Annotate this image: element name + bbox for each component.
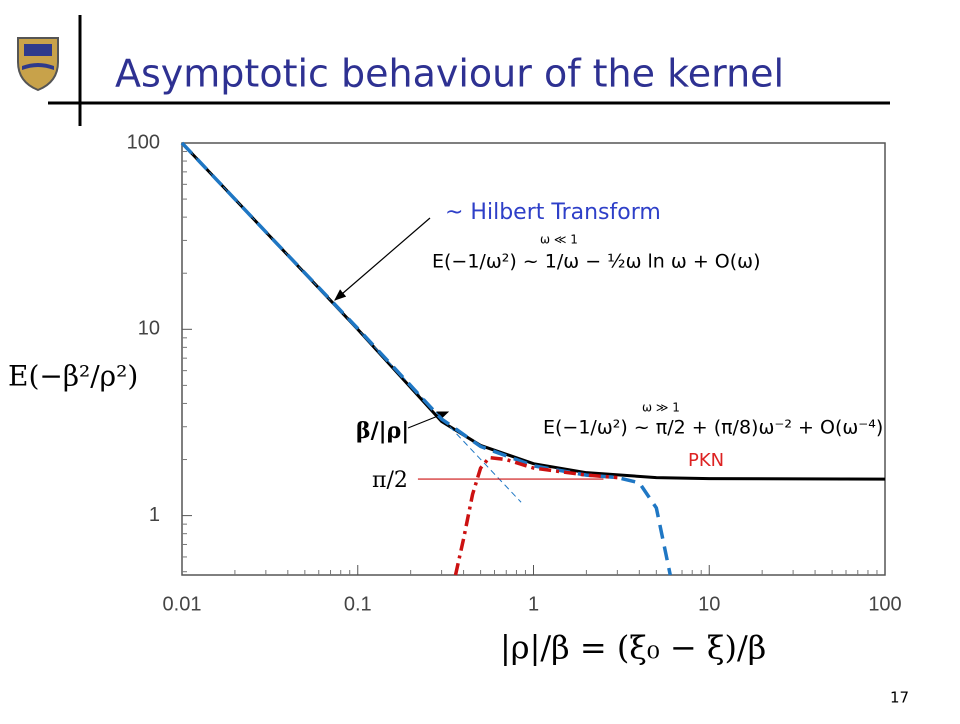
x-tick-label: 0.1 xyxy=(344,593,372,615)
annotation: ~ Hilbert Transform xyxy=(445,200,661,225)
page-number: 17 xyxy=(890,689,909,707)
slide-title: Asymptotic behaviour of the kernel xyxy=(115,52,784,96)
x-axis-label: |ρ|/β = (ξ₀ − ξ)/β xyxy=(500,629,766,667)
annotation: β/|ρ| xyxy=(356,418,409,444)
formula-condition: ω ≪ 1 xyxy=(540,233,578,247)
x-tick-label: 10 xyxy=(698,593,720,615)
arrow xyxy=(334,217,431,301)
y-tick-label: 100 xyxy=(127,131,160,153)
x-tick-label: 100 xyxy=(868,593,901,615)
x-tick-label: 1 xyxy=(528,593,539,615)
formula-condition: ω ≫ 1 xyxy=(642,401,680,415)
formula: E(−1/ω²) ~ 1/ω − ½ω ln ω + O(ω) xyxy=(432,251,761,273)
y-tick-label: 1 xyxy=(149,504,160,526)
x-tick-label: 0.01 xyxy=(163,593,202,615)
annotation: π/2 xyxy=(372,468,408,493)
annotation: PKN xyxy=(688,450,724,471)
arrow xyxy=(407,411,450,429)
y-axis-label: E(−β²/ρ²) xyxy=(8,360,138,393)
formula: E(−1/ω²) ~ π/2 + (π/8)ω⁻² + O(ω⁻⁴) xyxy=(543,417,883,439)
series-line xyxy=(181,142,522,503)
series-line xyxy=(453,455,618,576)
logo xyxy=(17,37,59,92)
y-tick-label: 10 xyxy=(138,318,160,340)
